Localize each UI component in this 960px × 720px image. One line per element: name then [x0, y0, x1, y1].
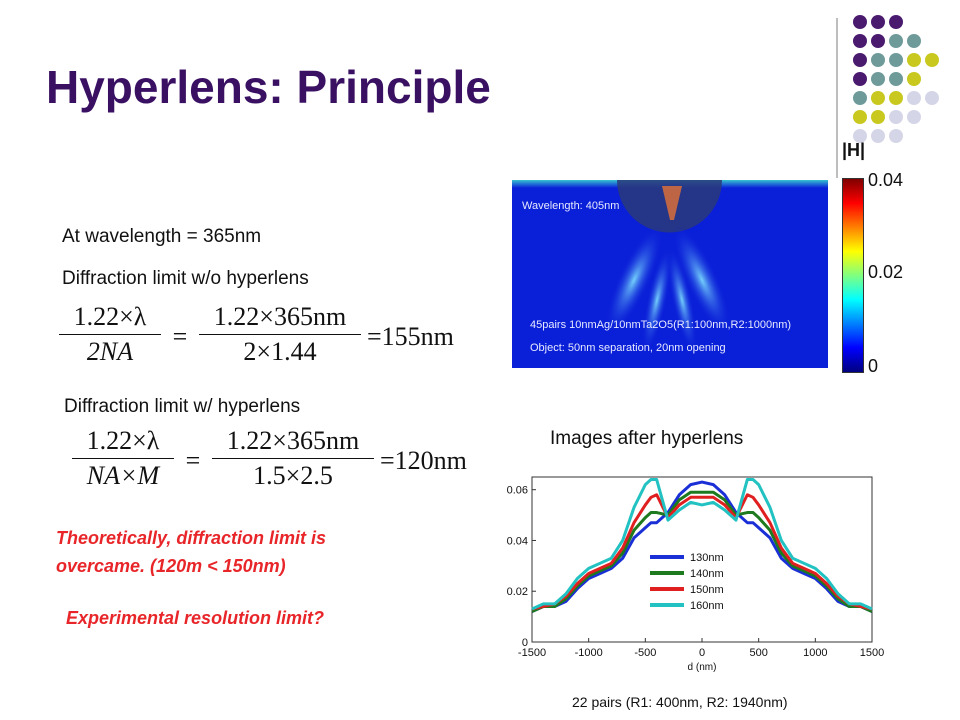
wavelength-label: Wavelength: 405nm	[522, 200, 620, 212]
decorative-dot	[853, 110, 867, 124]
formula1-result: =155nm	[367, 322, 454, 351]
decorative-divider	[836, 18, 838, 178]
decorative-dot	[907, 34, 921, 48]
formula1-numerator-2: 1.22×365nm	[213, 302, 347, 331]
decorative-dot	[853, 53, 867, 67]
x-tick-label: -500	[634, 647, 656, 659]
decorative-dot	[871, 15, 885, 29]
x-tick-label: -1000	[575, 647, 603, 659]
conclusion-line-1: Theoretically, diffraction limit is	[56, 528, 327, 548]
x-axis-label: d (nm)	[688, 662, 717, 673]
decorative-dot	[853, 129, 867, 143]
colorbar-tick-bottom: 0	[868, 356, 879, 376]
colorbar-tick-mid: 0.02	[868, 262, 904, 282]
decorative-dot	[853, 91, 867, 105]
y-tick-label: 0.04	[507, 535, 528, 547]
colorbar	[842, 178, 864, 373]
decorative-dot	[889, 129, 903, 143]
formula2-denominator-2: 1.5×2.5	[253, 461, 333, 490]
legend-label: 130nm	[690, 552, 724, 564]
structure-label: 45pairs 10nmAg/10nmTa2O5(R1:100nm,R2:100…	[530, 319, 792, 331]
x-tick-label: 1500	[860, 647, 884, 659]
y-tick-label: 0.02	[507, 586, 528, 598]
decorative-dot	[871, 72, 885, 86]
decorative-dot	[871, 53, 885, 67]
slide-title: Hyperlens: Principle	[46, 61, 491, 113]
decorative-dot	[907, 110, 921, 124]
decorative-dot	[889, 53, 903, 67]
colorbar-tick-top: 0.04	[868, 170, 904, 190]
decorative-dot	[907, 91, 921, 105]
simulation-graphic	[512, 180, 828, 354]
experimental-question: Experimental resolution limit?	[66, 608, 325, 628]
diffraction-limit-without-label: Diffraction limit w/o hyperlens	[62, 268, 309, 289]
y-tick-label: 0.06	[507, 485, 528, 497]
object-label: Object: 50nm separation, 20nm opening	[530, 342, 726, 354]
decorative-dot	[871, 110, 885, 124]
decorative-dot	[853, 34, 867, 48]
decorative-dot	[871, 34, 885, 48]
legend-label: 160nm	[690, 600, 724, 612]
decorative-dot	[853, 15, 867, 29]
decorative-dot	[889, 15, 903, 29]
decorative-dot	[907, 53, 921, 67]
series-line-140nm	[531, 490, 873, 613]
legend-label: 140nm	[690, 568, 724, 580]
intensity-line-chart: -1500 -1000 -500 0 500 1000 1500 0 0.02 0.04 0.06 d…	[507, 476, 884, 673]
diffraction-limit-with-label: Diffraction limit w/ hyperlens	[64, 396, 301, 417]
field-simulation-image: Wavelength: 405nm 45pairs 10nmAg/10nmTa2…	[512, 180, 828, 368]
series-line-150nm	[531, 493, 873, 611]
decorative-dot	[889, 72, 903, 86]
formula2-numerator-1: 1.22×λ	[86, 426, 160, 455]
y-tick-label: 0	[522, 637, 528, 649]
decorative-dot	[925, 53, 939, 67]
x-tick-label: 0	[699, 647, 705, 659]
decorative-dot	[925, 91, 939, 105]
formula2-numerator-2: 1.22×365nm	[226, 426, 360, 455]
formula1-denominator-2: 2×1.44	[243, 337, 317, 366]
formula-with-hyperlens: 1.22×λ NA×M = 1.22×365nm 1.5×2.5 =120nm	[68, 426, 468, 506]
formula2-result: =120nm	[380, 446, 467, 475]
series-line-160nm	[531, 478, 873, 611]
colorbar-title: |H|	[842, 140, 866, 160]
decorative-dot	[889, 34, 903, 48]
formula1-denominator-1: 2NA	[86, 337, 134, 366]
decorative-dot	[871, 129, 885, 143]
x-tick-label: 1000	[803, 647, 827, 659]
wavelength-text: At wavelength = 365nm	[62, 226, 262, 247]
plot-caption-top: Images after hyperlens	[550, 428, 744, 449]
formula-without-hyperlens: 1.22×λ 2NA = 1.22×365nm 2×1.44 =155nm	[55, 302, 455, 382]
formula1-numerator-1: 1.22×λ	[73, 302, 147, 331]
conclusion-line-2: overcame. (120m < 150nm)	[56, 556, 286, 576]
series-line-130nm	[531, 480, 873, 613]
decorative-dots	[853, 15, 939, 143]
x-tick-label: -1500	[518, 647, 546, 659]
decorative-dot	[889, 91, 903, 105]
decorative-dot	[871, 91, 885, 105]
plot-caption-bottom: 22 pairs (R1: 400nm, R2: 1940nm)	[572, 694, 788, 710]
legend-label: 150nm	[690, 584, 724, 596]
x-tick-label: 500	[749, 647, 767, 659]
decorative-dot	[889, 110, 903, 124]
formula2-denominator-1: NA×M	[86, 461, 160, 490]
decorative-dot	[907, 72, 921, 86]
decorative-dot	[853, 72, 867, 86]
